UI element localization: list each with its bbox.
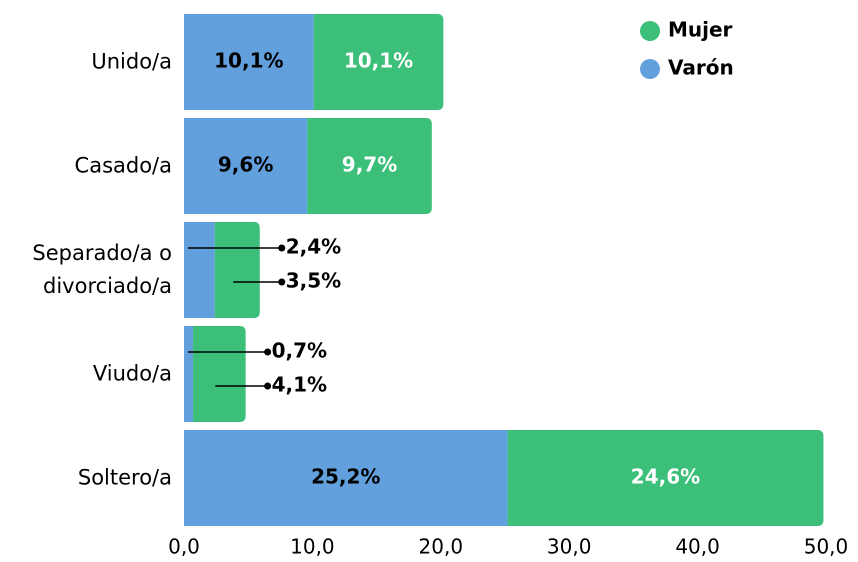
legend-label: Mujer (668, 18, 733, 42)
value-label: 2,4% (286, 235, 341, 259)
bar-segment (184, 326, 193, 422)
x-tick-label: 10,0 (290, 535, 335, 559)
x-tick-label: 50,0 (804, 535, 849, 559)
legend-label: Varón (668, 56, 734, 80)
x-tick-label: 0,0 (168, 535, 200, 559)
value-label: 3,5% (286, 269, 341, 293)
x-tick-label: 30,0 (547, 535, 592, 559)
bar-segment (313, 14, 444, 110)
leader-dot (278, 278, 286, 286)
category-label: Separado/a o divorciado/a (32, 241, 172, 298)
x-tick-label: 40,0 (675, 535, 720, 559)
category-label: Soltero/a (77, 465, 172, 490)
bar-segment (507, 430, 824, 526)
legend-swatch (640, 21, 660, 41)
category-label: Viudo/a (92, 361, 172, 386)
category-label: Casado/a (74, 153, 172, 178)
legend-swatch (640, 59, 660, 79)
category-label: Unido/a (91, 49, 172, 74)
bar-segment (184, 222, 215, 318)
leader-dot (278, 244, 286, 252)
x-tick-label: 20,0 (419, 535, 464, 559)
leader-dot (264, 382, 272, 390)
bar-segment (192, 326, 246, 422)
bar-segment (184, 14, 314, 110)
leader-dot (264, 348, 272, 356)
bar-segment (307, 118, 432, 214)
value-label: 4,1% (272, 373, 327, 397)
bar-segment (184, 118, 308, 214)
value-label: 0,7% (272, 339, 327, 363)
bar-segment (214, 222, 260, 318)
value-label: 9,7% (342, 153, 397, 177)
bar-segment (184, 430, 508, 526)
value-label: 25,2% (311, 465, 380, 489)
value-label: 10,1% (344, 49, 413, 73)
value-label: 9,6% (218, 153, 273, 177)
value-label: 10,1% (214, 49, 283, 73)
value-label: 24,6% (631, 465, 700, 489)
